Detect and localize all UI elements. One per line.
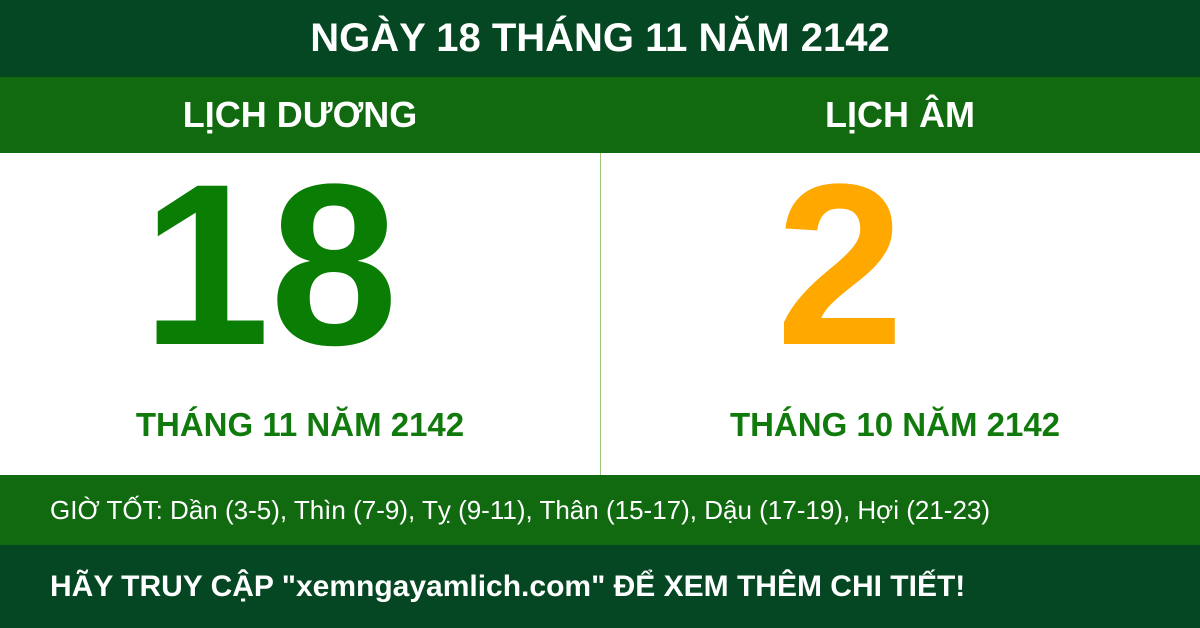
page-title: NGÀY 18 THÁNG 11 NĂM 2142 [0,0,1200,77]
solar-month-year: THÁNG 11 NĂM 2142 [135,406,465,443]
column-headers: LỊCH DƯƠNG LỊCH ÂM [0,77,1200,153]
solar-day: 18 [142,136,398,393]
solar-label: LỊCH DƯƠNG [182,94,418,135]
divider [600,153,601,475]
lunar-label: LỊCH ÂM [825,94,975,135]
lunar-month-year: THÁNG 10 NĂM 2142 [729,406,1061,443]
good-hours: GIỜ TỐT: Dần (3-5), Thìn (7-9), Tỵ (9-11… [0,475,1200,545]
lunar-day: 2 [776,136,904,393]
footer-cta: HÃY TRUY CẬP "xemngayamlich.com" ĐỂ XEM … [0,545,1200,628]
